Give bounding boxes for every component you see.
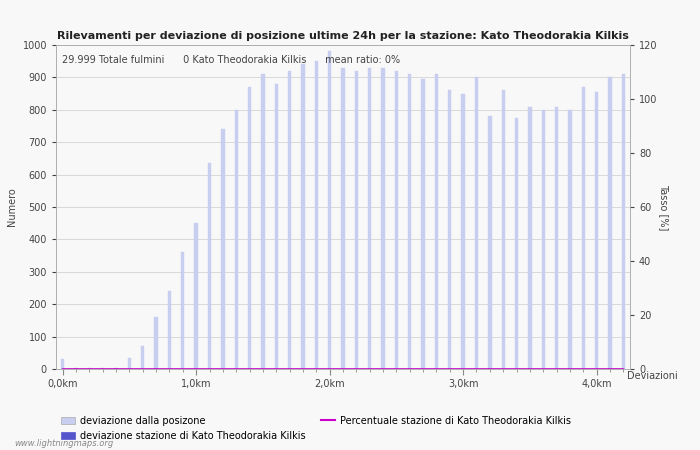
Bar <box>448 90 452 369</box>
Bar <box>208 163 211 369</box>
Bar <box>261 74 265 369</box>
Bar <box>355 71 358 369</box>
Bar <box>488 116 491 369</box>
Bar <box>288 71 291 369</box>
Bar <box>195 223 198 369</box>
Bar <box>234 110 238 369</box>
Bar <box>368 68 372 369</box>
Bar <box>408 74 412 369</box>
Y-axis label: Numero: Numero <box>7 188 17 226</box>
Bar <box>622 74 625 369</box>
Text: www.lightningmaps.org: www.lightningmaps.org <box>14 439 113 448</box>
Bar <box>542 110 545 369</box>
Y-axis label: Tasso [%]: Tasso [%] <box>659 184 668 230</box>
Bar <box>515 118 518 369</box>
Bar <box>608 77 612 369</box>
Bar <box>168 291 171 369</box>
Bar <box>568 110 572 369</box>
Text: Deviazioni: Deviazioni <box>626 371 678 381</box>
Bar <box>221 129 225 369</box>
Bar <box>88 368 91 369</box>
Bar <box>274 84 278 369</box>
Bar <box>461 94 465 369</box>
Bar <box>475 77 478 369</box>
Bar <box>382 68 385 369</box>
Bar <box>314 61 318 369</box>
Text: 29.999 Totale fulmini      0 Kato Theodorakia Kilkis      mean ratio: 0%: 29.999 Totale fulmini 0 Kato Theodorakia… <box>62 55 400 65</box>
Bar <box>435 74 438 369</box>
Bar <box>342 68 344 369</box>
Legend: deviazione dalla posizone, deviazione stazione di Kato Theodorakia Kilkis, Perce: deviazione dalla posizone, deviazione st… <box>61 416 571 441</box>
Bar <box>501 90 505 369</box>
Bar <box>155 317 158 369</box>
Bar <box>301 64 304 369</box>
Bar <box>555 107 558 369</box>
Bar <box>141 346 144 369</box>
Bar <box>582 87 585 369</box>
Bar <box>127 358 131 369</box>
Bar <box>528 107 531 369</box>
Bar <box>61 359 64 369</box>
Bar <box>421 79 425 369</box>
Bar <box>395 71 398 369</box>
Bar <box>595 92 598 369</box>
Title: Rilevamenti per deviazione di posizione ultime 24h per la stazione: Kato Theodor: Rilevamenti per deviazione di posizione … <box>57 32 629 41</box>
Bar <box>248 87 251 369</box>
Bar <box>328 51 331 369</box>
Bar <box>181 252 185 369</box>
